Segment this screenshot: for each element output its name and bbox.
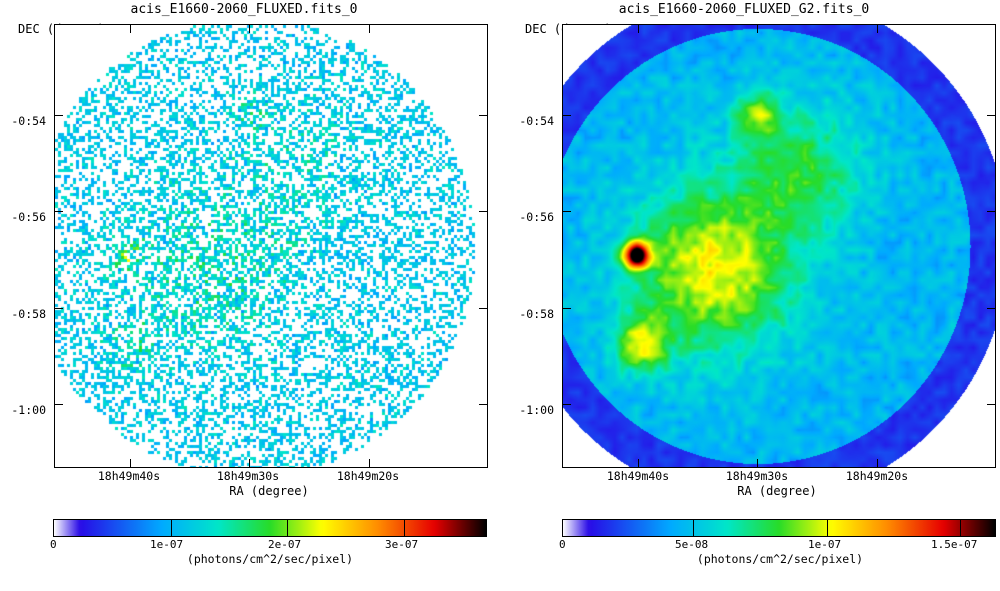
axis-tick-mark (563, 211, 571, 212)
colorbar-tick-label: 0 (559, 538, 566, 551)
axis-tick-mark (563, 404, 571, 405)
axis-tick-mark (249, 459, 250, 467)
x-axis-label: RA (degree) (737, 484, 817, 498)
axis-tick-mark (249, 25, 250, 33)
y-tick-label: -0:54 (11, 114, 46, 128)
axis-tick-mark (987, 211, 995, 212)
axis-tick-mark (877, 459, 878, 467)
axis-tick-mark (987, 115, 995, 116)
axis-tick-mark (55, 308, 63, 309)
axis-tick-mark (987, 404, 995, 405)
colorbar-tick (826, 520, 828, 536)
colorbar-tick (403, 520, 405, 536)
axis-tick-mark (55, 211, 63, 212)
colorbar-tick (692, 520, 694, 536)
raw-flux-image[interactable] (54, 24, 488, 468)
colorbar-units: (photons/cm^2/sec/pixel) (696, 552, 864, 566)
x-tick-label: 18h49m30s (216, 469, 280, 483)
axis-tick-mark (638, 459, 639, 467)
axis-tick-mark (130, 459, 131, 467)
colorbar (53, 519, 487, 537)
axis-tick-mark (563, 308, 571, 309)
x-tick-label: 18h49m40s (606, 469, 670, 483)
axis-tick-mark (369, 459, 370, 467)
y-tick-label: -0:54 (519, 114, 554, 128)
colorbar-tick (170, 520, 172, 536)
y-tick-label: -0:56 (11, 210, 46, 224)
axis-tick-mark (479, 115, 487, 116)
smoothed-flux-image[interactable] (562, 24, 996, 468)
axis-tick-mark (987, 308, 995, 309)
colorbar-tick-label: 1.5e-07 (931, 538, 978, 551)
x-tick-label: 18h49m30s (725, 469, 789, 483)
x-axis-label: RA (degree) (229, 484, 309, 498)
x-tick-label: 18h49m40s (97, 469, 161, 483)
axis-tick-mark (877, 25, 878, 33)
y-tick-label: -1:00 (11, 403, 46, 417)
image-title: acis_E1660-2060_FLUXED.fits_0 (130, 2, 358, 17)
right-panel: acis_E1660-2060_FLUXED_G2.fits_0 DEC (de… (500, 0, 1000, 591)
colorbar-tick (960, 520, 962, 536)
axis-tick-mark (757, 25, 758, 33)
image-title: acis_E1660-2060_FLUXED_G2.fits_0 (618, 2, 870, 17)
colorbar-tick-label: 2e-07 (268, 538, 302, 551)
axis-tick-mark (130, 25, 131, 33)
colorbar-tick-label: 1e-07 (150, 538, 184, 551)
axis-tick-mark (55, 115, 63, 116)
axis-tick-mark (563, 115, 571, 116)
x-tick-label: 18h49m20s (845, 469, 909, 483)
x-tick-label: 18h49m20s (336, 469, 400, 483)
y-tick-label: -0:58 (11, 307, 46, 321)
y-tick-label: -1:00 (519, 403, 554, 417)
colorbar-units: (photons/cm^2/sec/pixel) (186, 552, 354, 566)
axis-tick-mark (757, 459, 758, 467)
colorbar-tick-label: 5e-08 (675, 538, 709, 551)
axis-tick-mark (55, 404, 63, 405)
axis-tick-mark (479, 211, 487, 212)
axis-tick-mark (369, 25, 370, 33)
y-tick-label: -0:58 (519, 307, 554, 321)
colorbar-tick-label: 1e-07 (808, 538, 842, 551)
colorbar-tick (287, 520, 289, 536)
colorbar-tick-label: 3e-07 (385, 538, 419, 551)
axis-tick-mark (479, 308, 487, 309)
axis-tick-mark (479, 404, 487, 405)
axis-tick-mark (638, 25, 639, 33)
left-panel: acis_E1660-2060_FLUXED.fits_0 DEC (degre… (11, 2, 488, 566)
colorbar-tick-label: 0 (50, 538, 57, 551)
y-tick-label: -0:56 (519, 210, 554, 224)
colorbar (562, 519, 996, 537)
